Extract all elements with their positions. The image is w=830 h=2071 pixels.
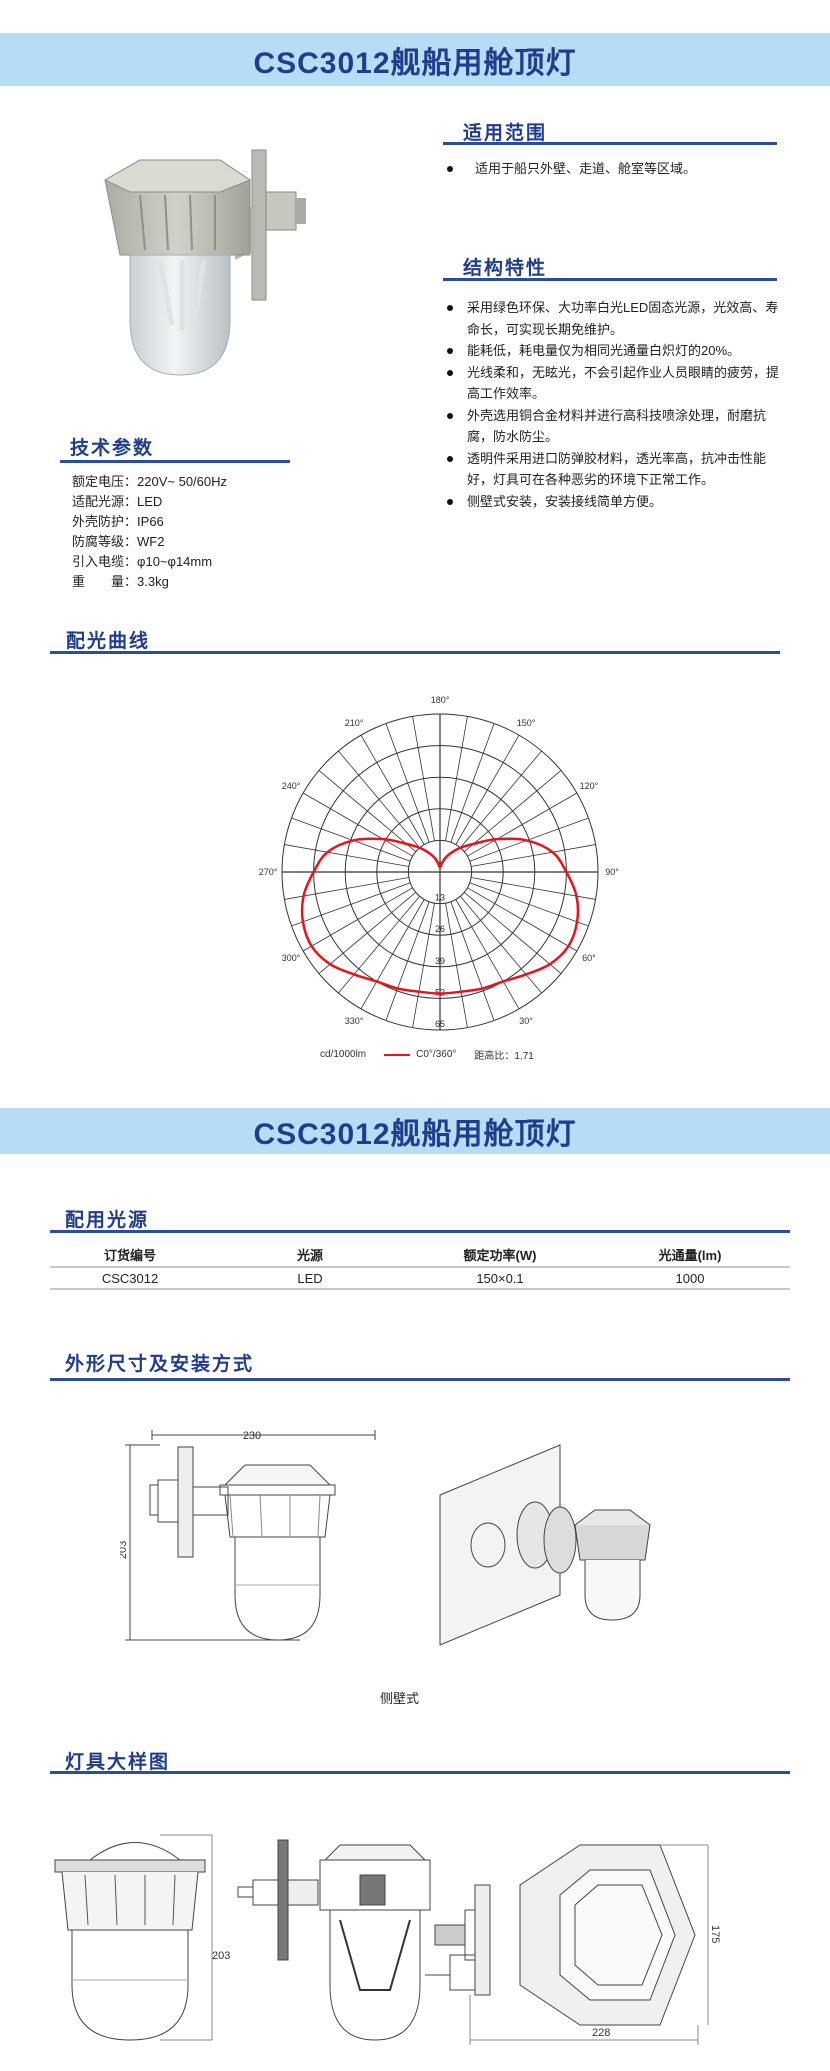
title-banner: CSC3012舰船用舱顶灯 bbox=[0, 33, 830, 86]
page-title-2: CSC3012舰船用舱顶灯 bbox=[253, 1118, 577, 1151]
feature-item: 光线柔和，无眩光，不会引起作业人员眼睛的疲劳，提高工作效率。 bbox=[445, 362, 790, 405]
dimensions-heading: 外形尺寸及安装方式 bbox=[65, 1354, 255, 1375]
feature-item: 能耗低，耗电量仅为相同光通量白炽灯的20%。 bbox=[445, 340, 790, 362]
installation-drawings: 230 203 bbox=[120, 1430, 651, 1646]
photometry-heading: 配光曲线 bbox=[66, 631, 151, 652]
spec-row: 重 量：3.3kg bbox=[72, 574, 169, 589]
radial-gridline bbox=[281, 713, 599, 1031]
detail-heading: 灯具大样图 bbox=[65, 1752, 171, 1773]
angle-tick-label: 180° bbox=[431, 695, 450, 705]
angle-tick-label: 300° bbox=[282, 953, 301, 963]
angle-tick-label: 60° bbox=[582, 953, 596, 963]
feature-item: 采用绿色环保、大功率白光LED固态光源，光效高、寿命长，可实现长期免维护。 bbox=[445, 297, 790, 340]
angle-tick-label: 240° bbox=[282, 781, 301, 791]
specs-list: 额定电压：220V~ 50/60Hz 适配光源：LED 外壳防护：IP66 防腐… bbox=[72, 472, 227, 592]
detail-drawings: 203 175 228 bbox=[54, 1834, 721, 2045]
specs-underline bbox=[60, 460, 290, 463]
spec-row: 外壳防护：IP66 bbox=[72, 514, 164, 529]
legend-ratio: 距高比：1.71 bbox=[474, 1051, 534, 1062]
scope-underline bbox=[443, 142, 777, 145]
features-list: 采用绿色环保、大功率白光LED固态光源，光效高、寿命长，可实现长期免维护。 能耗… bbox=[445, 297, 790, 512]
angle-tick-label: 330° bbox=[345, 1016, 364, 1026]
spec-row: 额定电压：220V~ 50/60Hz bbox=[72, 474, 228, 489]
radial-tick-label: 13 bbox=[435, 893, 445, 903]
series-line-c0 bbox=[300, 837, 580, 995]
detail-underline bbox=[50, 1771, 790, 1774]
top-view-drawing bbox=[425, 1844, 709, 2045]
hex-width-label: 228 bbox=[592, 2027, 610, 2039]
angle-tick-label: 30° bbox=[519, 1016, 533, 1026]
angle-tick-label: 90° bbox=[605, 867, 619, 877]
legend-series: C0°/360° bbox=[416, 1049, 457, 1060]
side-view-drawing bbox=[125, 1430, 376, 1641]
spec-row: 防腐等级：WF2 bbox=[72, 534, 165, 549]
legend-unit: cd/1000lm bbox=[320, 1049, 367, 1060]
perspective-mount-drawing bbox=[439, 1444, 651, 1646]
scope-heading: 适用范围 bbox=[463, 123, 548, 144]
section-view-drawing bbox=[237, 1839, 431, 2041]
table-header-row: 订货编号 光源 额定功率(W) 光通量(lm) bbox=[50, 1243, 790, 1268]
specs-heading: 技术参数 bbox=[70, 438, 155, 459]
detail-height-label: 203 bbox=[212, 1950, 230, 1962]
radial-gridline bbox=[344, 776, 536, 968]
feature-item: 外壳选用铜合金材料并进行高科技喷涂处理，耐磨抗腐，防水防尘。 bbox=[445, 405, 790, 448]
spec-row: 适配光源：LED bbox=[72, 494, 163, 509]
feature-item: 侧壁式安装，安装接线简单方便。 bbox=[445, 491, 790, 513]
angle-tick-label: 150° bbox=[517, 718, 536, 728]
width-dimension-label: 230 bbox=[243, 1430, 261, 1442]
radial-tick-label: 65 bbox=[435, 1019, 445, 1029]
radial-gridline bbox=[376, 808, 504, 936]
light-source-table: 订货编号 光源 额定功率(W) 光通量(lm) CSC3012 LED 150×… bbox=[50, 1243, 790, 1290]
installation-caption: 侧壁式 bbox=[380, 1691, 420, 1706]
light-source-heading: 配用光源 bbox=[65, 1210, 150, 1231]
angle-tick-label: 210° bbox=[345, 718, 364, 728]
title-banner-2: CSC3012舰船用舱顶灯 bbox=[0, 1108, 830, 1154]
front-view-drawing bbox=[54, 1834, 213, 2041]
light-source-underline bbox=[50, 1230, 790, 1233]
spec-row: 引入电缆：φ10~φ14mm bbox=[72, 554, 213, 569]
height-dimension-label: 203 bbox=[120, 1541, 129, 1559]
scope-list: 适用于船只外壁、走道、舱室等区域。 bbox=[445, 158, 785, 180]
dimensions-underline bbox=[50, 1378, 790, 1381]
features-heading: 结构特性 bbox=[463, 258, 548, 279]
features-underline bbox=[443, 278, 777, 281]
radial-gridline bbox=[407, 839, 473, 905]
hex-height-label: 175 bbox=[709, 1925, 721, 1943]
angle-tick-label: 120° bbox=[580, 781, 599, 791]
angle-tick-label: 270° bbox=[259, 867, 278, 877]
radial-tick-label: 26 bbox=[435, 924, 445, 934]
legend-line-swatch bbox=[384, 1053, 411, 1056]
radial-tick-label: 39 bbox=[435, 956, 445, 966]
feature-item: 透明件采用进口防弹胶材料，透光率高，抗冲击性能好，灯具可在各种恶劣的环境下正常工… bbox=[445, 448, 790, 491]
page-title: CSC3012舰船用舱顶灯 bbox=[253, 46, 577, 80]
chart-legend: cd/1000lm C0°/360° 距高比：1.71 bbox=[320, 1047, 534, 1062]
photometry-underline bbox=[50, 651, 780, 654]
scope-item: 适用于船只外壁、走道、舱室等区域。 bbox=[445, 158, 785, 180]
table-row: CSC3012 LED 150×0.1 1000 bbox=[50, 1267, 790, 1290]
product-photo bbox=[103, 149, 306, 376]
